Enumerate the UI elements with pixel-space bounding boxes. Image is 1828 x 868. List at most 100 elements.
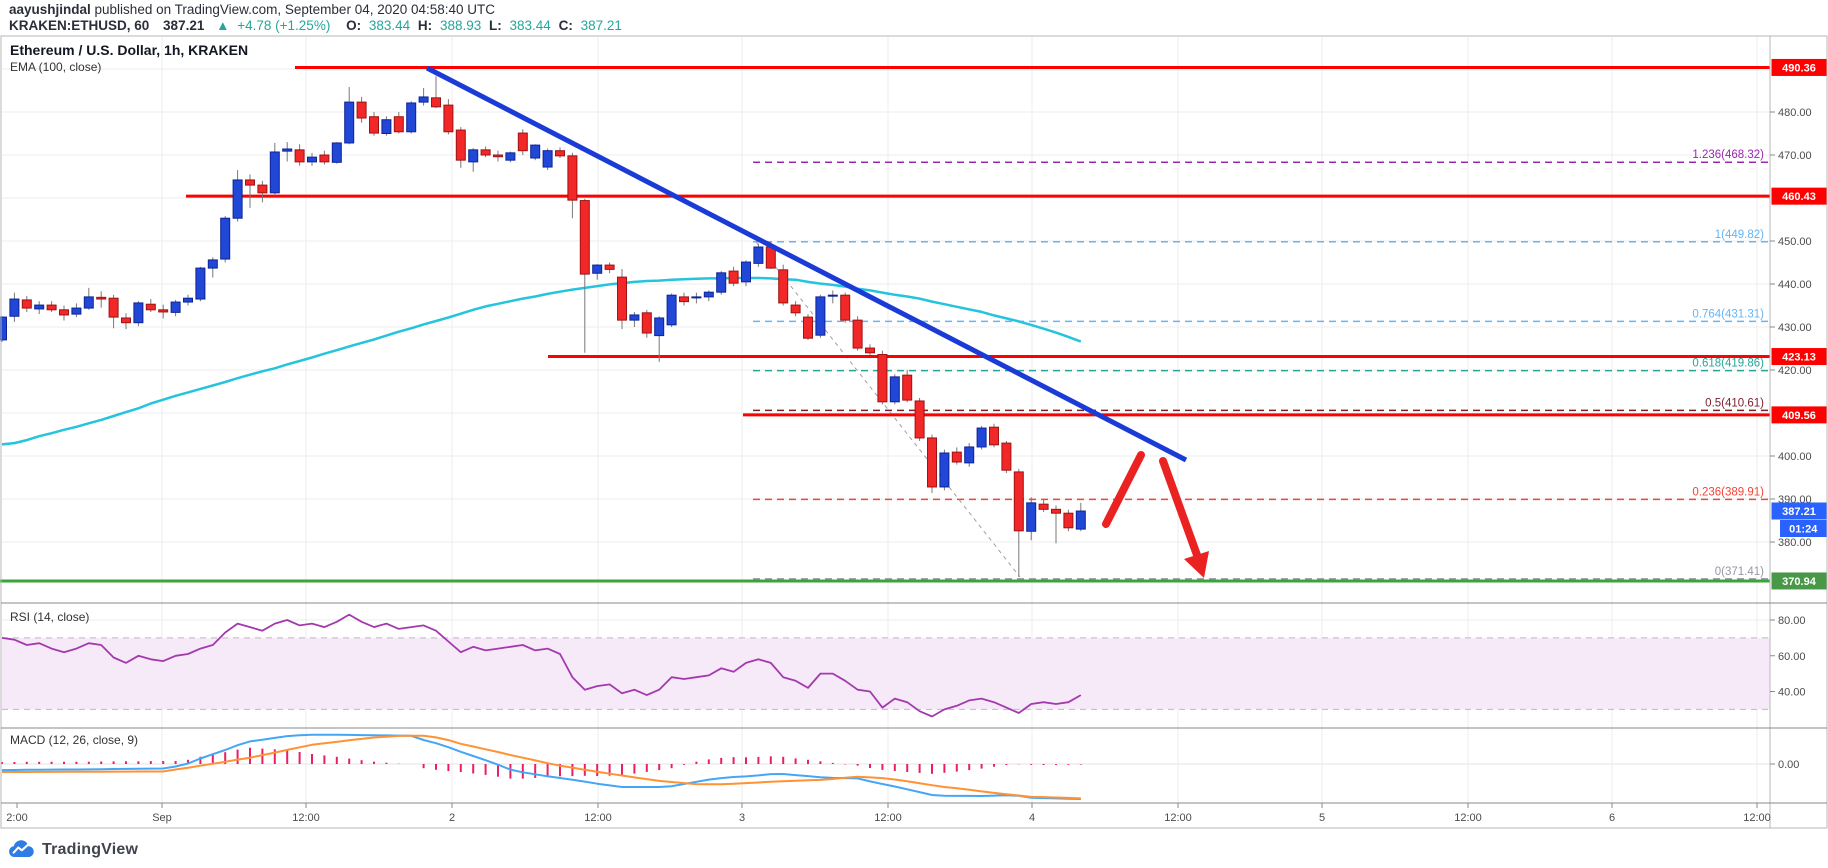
- fib-baseline[interactable]: [755, 241, 1021, 578]
- candle-body: [753, 246, 764, 264]
- macd-signal-line: [2, 734, 1081, 800]
- candle-body: [393, 116, 404, 133]
- candle-body: [741, 261, 751, 283]
- rsi-band: [2, 637, 1770, 710]
- close-label: C:: [558, 18, 573, 33]
- candle-body: [158, 309, 169, 313]
- candle-body: [964, 446, 975, 464]
- candle-body: [1013, 471, 1024, 532]
- price-badge-text: 409.56: [1782, 410, 1816, 422]
- candle-body: [815, 296, 826, 336]
- tradingview-logo[interactable]: TradingView: [8, 838, 138, 861]
- price-badge: [1771, 187, 1827, 205]
- candle-body: [629, 314, 640, 321]
- price-badge-text: 370.94: [1782, 576, 1817, 588]
- price-axis[interactable]: 480.00 470.00 450.00 440.00 430.00 420.00 400.…: [1770, 58, 1827, 771]
- close-value: 387.21: [580, 18, 622, 33]
- high-label: H:: [417, 18, 433, 33]
- candle-body: [505, 152, 516, 161]
- price-badge-text: 423.13: [1782, 352, 1816, 364]
- countdown-badge-text: 01:24: [1789, 523, 1818, 535]
- tradingview-logo-icon: [9, 840, 34, 858]
- candle-body: [381, 119, 392, 134]
- trendline[interactable]: [425, 65, 1188, 463]
- fib-level-label: 0.5(410.61): [1705, 397, 1764, 409]
- time-axis[interactable]: 2:00 Sep 12:00 2 12:00 3 12:00 4 12:00 5 12:00 6 12:…: [6, 803, 1771, 824]
- candle-body: [604, 264, 615, 270]
- price-badge: [1771, 406, 1827, 424]
- candle-body: [666, 294, 677, 326]
- candle-body: [59, 309, 69, 316]
- fib-level-label: 0.236(389.91): [1692, 486, 1764, 498]
- price-badge-text: 490.36: [1782, 62, 1816, 74]
- candle-body: [9, 298, 20, 317]
- candle-body: [803, 316, 813, 339]
- price-axis-label: 470.00: [1778, 150, 1812, 162]
- ema-indicator-label: EMA (100, close): [10, 60, 102, 74]
- change-arrow-icon: ▲: [216, 18, 230, 33]
- arrow-up-line[interactable]: [1102, 451, 1145, 528]
- candle-body: [468, 149, 479, 163]
- candle-body: [1026, 502, 1037, 532]
- candle-body: [542, 150, 553, 168]
- open-label: O:: [346, 18, 362, 33]
- price-axis-label: 450.00: [1778, 236, 1812, 248]
- candle-body: [877, 354, 888, 403]
- candle-body: [691, 296, 702, 299]
- candle-body: [579, 200, 590, 275]
- annotation-arrows[interactable]: [1102, 451, 1209, 578]
- candles-layer: [0, 76, 1086, 577]
- symbol-interval: KRAKEN:ETHUSD, 60: [9, 18, 150, 33]
- high-value: 388.93: [439, 18, 482, 33]
- time-axis-label: 12:00: [1454, 812, 1482, 824]
- fib-level-label: 1(449.82): [1715, 229, 1764, 241]
- candle-body: [369, 116, 379, 134]
- price-badge-text: 387.21: [1782, 506, 1816, 518]
- fib-level-label: 0.618(419.86): [1692, 358, 1764, 370]
- candle-body: [46, 304, 57, 311]
- time-axis-label: 12:00: [292, 812, 320, 824]
- candle-body: [133, 302, 144, 324]
- candle-body: [1038, 503, 1049, 510]
- rsi-line: [1, 613, 1082, 718]
- low-value: 383.44: [509, 18, 551, 33]
- arrow-down-head[interactable]: [1184, 551, 1209, 578]
- fib-retracement[interactable]: 1.236(468.32) 1(449.82) 0.764(431.31) 0.618…: [753, 149, 1770, 580]
- fib-level-label: 1.236(468.32): [1692, 149, 1764, 161]
- sr-lines[interactable]: [186, 65, 1770, 417]
- candle-body: [679, 296, 689, 303]
- price-axis-label: 430.00: [1778, 322, 1812, 334]
- price-axis-label: 420.00: [1778, 365, 1812, 377]
- candle-body: [951, 451, 962, 463]
- candle-body: [765, 246, 776, 269]
- arrow-down-shaft[interactable]: [1159, 457, 1201, 559]
- price-axis-label: 440.00: [1778, 279, 1812, 291]
- candle-body: [617, 276, 627, 321]
- candle-body: [778, 269, 789, 304]
- fib-level-label: 0.764(431.31): [1692, 308, 1764, 320]
- candle-body: [840, 294, 851, 321]
- candle-body: [827, 294, 838, 297]
- candle-body: [1051, 508, 1061, 514]
- rsi-axis-label: 60.00: [1778, 651, 1806, 663]
- candle-body: [989, 426, 999, 446]
- macd-axis-label: 0.00: [1778, 759, 1799, 771]
- macd-indicator-label: MACD (12, 26, close, 9): [10, 733, 139, 747]
- time-axis-label: 12:00: [874, 812, 902, 824]
- candle-body: [145, 303, 156, 311]
- price-badge-text: 460.43: [1782, 191, 1816, 203]
- low-label: L:: [489, 18, 502, 33]
- candle-body: [555, 150, 565, 157]
- candle-body: [567, 155, 578, 201]
- rsi-axis-label: 80.00: [1778, 615, 1806, 627]
- chart-title: Ethereum / U.S. Dollar, 1h, KRAKEN: [10, 42, 249, 58]
- time-axis-label: 2:00: [6, 812, 27, 824]
- candle-body: [34, 304, 45, 310]
- candle-body: [96, 296, 107, 300]
- candle-body: [21, 299, 32, 309]
- ema-line: [1, 276, 1082, 446]
- candle-body: [121, 317, 131, 324]
- candle-body: [418, 96, 429, 103]
